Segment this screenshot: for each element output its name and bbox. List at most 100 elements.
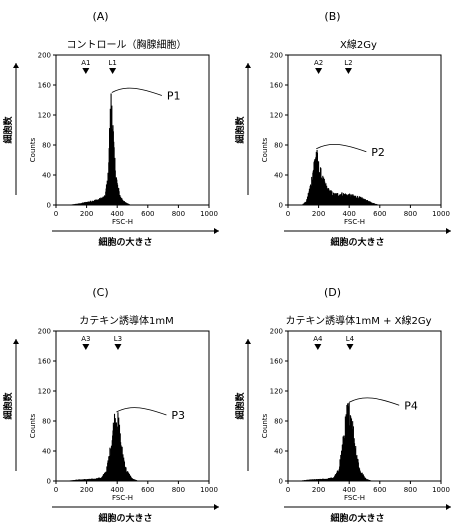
- gate-marker-label: A4: [313, 335, 323, 343]
- size-arrowhead: [214, 504, 219, 510]
- gate-marker: [109, 68, 117, 74]
- plot-frame: [287, 54, 442, 206]
- x-tick-label: 600: [373, 210, 386, 218]
- y-tick-label: 120: [270, 112, 283, 120]
- peak-label: P2: [371, 146, 385, 159]
- y-tick-label: 160: [38, 358, 51, 366]
- y-tick-label: 120: [270, 388, 283, 396]
- size-arrowhead: [214, 228, 219, 234]
- chart-panel-1: (A) コントロール（胸腺細胞） 0 40 80 120 160 200 0 200 400 600 8…: [2, 10, 219, 248]
- y-tick-label: 120: [38, 112, 51, 120]
- x-tick-label: 0: [54, 210, 58, 218]
- y-tick-label: 160: [38, 82, 51, 90]
- gate-marker-label: L1: [108, 59, 116, 67]
- y-tick-label: 160: [270, 82, 283, 90]
- gate-marker-label: A2: [314, 59, 323, 67]
- x-axis-label: FSC-H: [112, 218, 133, 226]
- peak-label: P3: [171, 409, 185, 422]
- peak-label: P4: [404, 399, 418, 412]
- count-arrowhead: [13, 339, 19, 344]
- panel-label: (D): [324, 286, 341, 299]
- x-axis-label: FSC-H: [344, 494, 365, 502]
- x-tick-label: 1000: [200, 210, 218, 218]
- x-axis-label: FSC-H: [344, 218, 365, 226]
- x-tick-label: 0: [286, 210, 290, 218]
- y-tick-label: 80: [42, 142, 51, 150]
- x-tick-label: 200: [80, 210, 93, 218]
- gate-marker-label: L2: [344, 59, 352, 67]
- gate-marker: [346, 344, 354, 350]
- y-tick-label: 0: [279, 202, 283, 210]
- peak-label: P1: [167, 90, 181, 103]
- x-axis-label: FSC-H: [112, 494, 133, 502]
- histogram: [301, 149, 380, 205]
- panel-label: (B): [324, 10, 340, 23]
- y-tick-label: 0: [47, 478, 51, 486]
- y-tick-label: 160: [270, 358, 283, 366]
- chart-title: カテキン誘導体1mM: [79, 314, 173, 327]
- y-tick-label: 40: [42, 172, 51, 180]
- y-tick-label: 40: [42, 448, 51, 456]
- outer-x-label: 細胞の大きさ: [98, 236, 152, 248]
- y-tick-label: 40: [274, 448, 283, 456]
- chart-title: X線2Gy: [340, 38, 377, 51]
- chart-panel-4: (D) カテキン誘導体1mM + X線2Gy 0 40 80 120 160 200 0 200 4…: [234, 286, 451, 524]
- outer-y-label: 細胞数: [2, 392, 14, 420]
- histogram: [297, 402, 373, 481]
- x-tick-label: 400: [343, 486, 356, 494]
- chart-panel-3: (C) カテキン誘導体1mM 0 40 80 120 160 200 0 200 400 600 800…: [2, 286, 219, 524]
- size-arrowhead: [446, 504, 451, 510]
- y-axis-label: Counts: [261, 413, 269, 438]
- gate-marker-label: L4: [346, 335, 355, 343]
- peak-leader-line: [316, 143, 367, 153]
- peak-leader-line: [111, 87, 162, 96]
- outer-y-label: 細胞数: [234, 392, 246, 420]
- outer-x-label: 細胞の大きさ: [98, 512, 152, 524]
- x-tick-label: 400: [111, 486, 124, 494]
- outer-x-label: 細胞の大きさ: [330, 236, 384, 248]
- x-tick-label: 0: [54, 486, 58, 494]
- plot-frame: [55, 54, 210, 206]
- y-tick-label: 0: [47, 202, 51, 210]
- plot-frame: [55, 330, 210, 482]
- gate-marker-label: A3: [81, 335, 90, 343]
- histogram: [65, 412, 139, 481]
- y-tick-label: 200: [270, 328, 283, 336]
- y-tick-label: 120: [38, 388, 51, 396]
- x-tick-label: 800: [404, 486, 417, 494]
- y-tick-label: 200: [270, 52, 283, 60]
- count-arrowhead: [245, 339, 251, 344]
- outer-x-label: 細胞の大きさ: [330, 512, 384, 524]
- y-axis-label: Counts: [29, 137, 37, 162]
- y-tick-label: 80: [274, 142, 283, 150]
- x-tick-label: 1000: [432, 210, 450, 218]
- x-tick-label: 400: [343, 210, 356, 218]
- histogram: [68, 93, 133, 205]
- y-tick-label: 200: [38, 328, 51, 336]
- outer-y-label: 細胞数: [2, 116, 14, 144]
- chart-panel-2: (B) X線2Gy 0 40 80 120 160 200 0 200 400 600 800 1000 F…: [234, 10, 451, 248]
- y-axis-label: Counts: [29, 413, 37, 438]
- x-tick-label: 600: [141, 210, 154, 218]
- y-axis-label: Counts: [261, 137, 269, 162]
- peak-leader-line: [116, 407, 167, 416]
- x-tick-label: 800: [172, 486, 185, 494]
- chart-title: カテキン誘導体1mM + X線2Gy: [285, 314, 431, 327]
- chart-title: コントロール（胸腺細胞）: [67, 38, 187, 51]
- gate-marker: [314, 344, 322, 350]
- panel-label: (C): [92, 286, 108, 299]
- y-tick-label: 80: [274, 418, 283, 426]
- x-tick-label: 600: [141, 486, 154, 494]
- x-tick-label: 1000: [200, 486, 218, 494]
- x-tick-label: 600: [373, 486, 386, 494]
- x-tick-label: 200: [312, 210, 325, 218]
- gate-marker-label: L3: [114, 335, 122, 343]
- outer-y-label: 細胞数: [234, 116, 246, 144]
- y-tick-label: 200: [38, 52, 51, 60]
- y-tick-label: 80: [42, 418, 51, 426]
- gate-marker: [114, 344, 122, 350]
- x-tick-label: 400: [111, 210, 124, 218]
- gate-marker: [82, 344, 90, 350]
- peak-leader-line: [349, 397, 400, 406]
